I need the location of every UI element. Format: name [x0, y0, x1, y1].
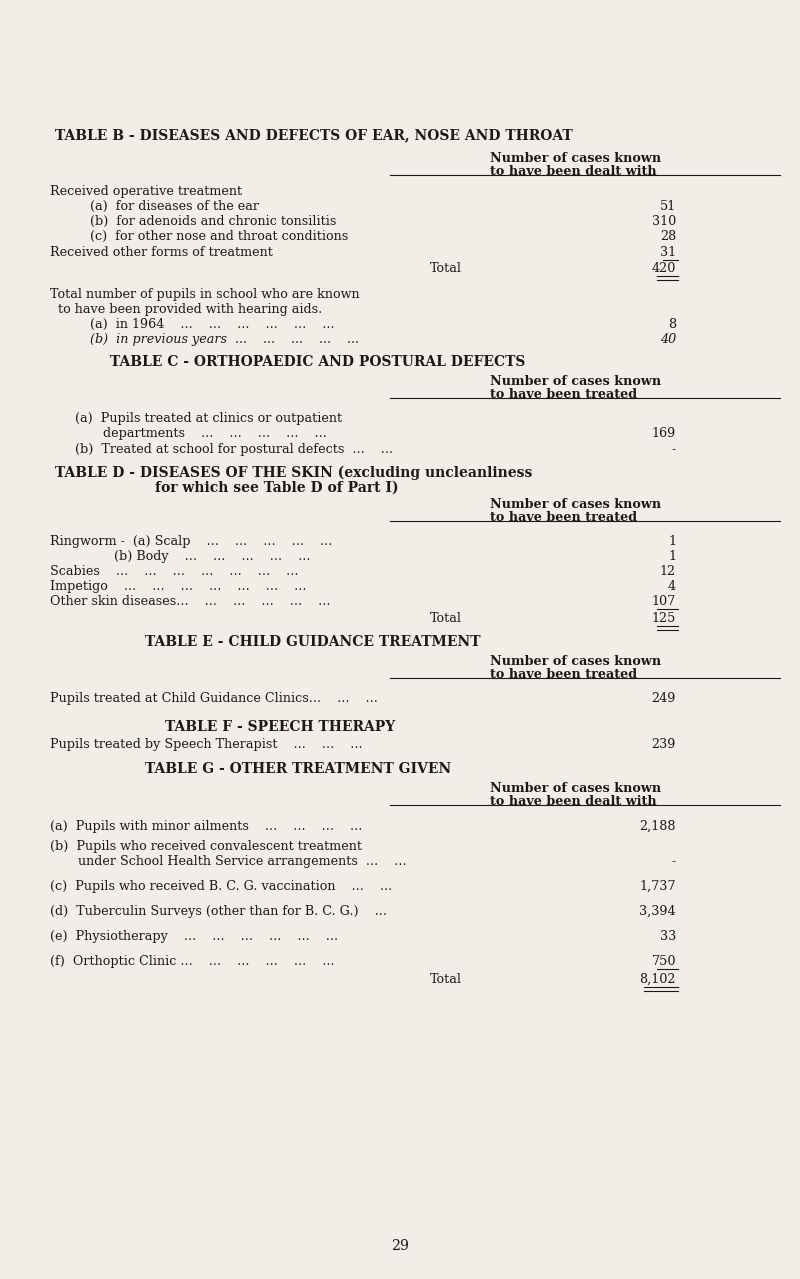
Text: TABLE B - DISEASES AND DEFECTS OF EAR, NOSE AND THROAT: TABLE B - DISEASES AND DEFECTS OF EAR, N… [55, 128, 573, 142]
Text: 239: 239 [652, 738, 676, 751]
Text: 40: 40 [660, 333, 676, 347]
Text: 310: 310 [652, 215, 676, 228]
Text: Received other forms of treatment: Received other forms of treatment [50, 246, 273, 260]
Text: 8,102: 8,102 [639, 973, 676, 986]
Text: Impetigo    ...    ...    ...    ...    ...    ...    ...: Impetigo ... ... ... ... ... ... ... [50, 579, 306, 593]
Text: 2,188: 2,188 [639, 820, 676, 833]
Text: TABLE G - OTHER TREATMENT GIVEN: TABLE G - OTHER TREATMENT GIVEN [145, 762, 451, 776]
Text: (a)  for diseases of the ear: (a) for diseases of the ear [90, 200, 259, 214]
Text: 3,394: 3,394 [639, 906, 676, 918]
Text: Total: Total [430, 611, 462, 625]
Text: 12: 12 [660, 565, 676, 578]
Text: Number of cases known: Number of cases known [490, 375, 661, 388]
Text: 107: 107 [652, 595, 676, 608]
Text: Ringworm -  (a) Scalp    ...    ...    ...    ...    ...: Ringworm - (a) Scalp ... ... ... ... ... [50, 535, 332, 547]
Text: 1: 1 [668, 535, 676, 547]
Text: (e)  Physiotherapy    ...    ...    ...    ...    ...    ...: (e) Physiotherapy ... ... ... ... ... ..… [50, 930, 338, 943]
Text: to have been treated: to have been treated [490, 668, 637, 680]
Text: Pupils treated at Child Guidance Clinics...    ...    ...: Pupils treated at Child Guidance Clinics… [50, 692, 378, 705]
Text: to have been dealt with: to have been dealt with [490, 165, 657, 178]
Text: 4: 4 [668, 579, 676, 593]
Text: (b) Body    ...    ...    ...    ...    ...: (b) Body ... ... ... ... ... [50, 550, 310, 563]
Text: 8: 8 [668, 318, 676, 331]
Text: Scabies    ...    ...    ...    ...    ...    ...    ...: Scabies ... ... ... ... ... ... ... [50, 565, 298, 578]
Text: to have been treated: to have been treated [490, 388, 637, 402]
Text: (a)  Pupils treated at clinics or outpatient: (a) Pupils treated at clinics or outpati… [75, 412, 342, 425]
Text: (a)  in 1964    ...    ...    ...    ...    ...    ...: (a) in 1964 ... ... ... ... ... ... [90, 318, 334, 331]
Text: 1: 1 [668, 550, 676, 563]
Text: (b)  Treated at school for postural defects  ...    ...: (b) Treated at school for postural defec… [75, 443, 393, 457]
Text: for which see Table D of Part I): for which see Table D of Part I) [155, 481, 398, 495]
Text: (b)  in previous years  ...    ...    ...    ...    ...: (b) in previous years ... ... ... ... ..… [90, 333, 359, 347]
Text: Number of cases known: Number of cases known [490, 498, 661, 512]
Text: (f)  Orthoptic Clinic ...    ...    ...    ...    ...    ...: (f) Orthoptic Clinic ... ... ... ... ...… [50, 955, 334, 968]
Text: 31: 31 [660, 246, 676, 260]
Text: TABLE E - CHILD GUIDANCE TREATMENT: TABLE E - CHILD GUIDANCE TREATMENT [145, 634, 481, 648]
Text: to have been dealt with: to have been dealt with [490, 796, 657, 808]
Text: 29: 29 [391, 1239, 409, 1253]
Text: (a)  Pupils with minor ailments    ...    ...    ...    ...: (a) Pupils with minor ailments ... ... .… [50, 820, 362, 833]
Text: Other skin diseases...    ...    ...    ...    ...    ...: Other skin diseases... ... ... ... ... .… [50, 595, 330, 608]
Text: TABLE F - SPEECH THERAPY: TABLE F - SPEECH THERAPY [165, 720, 395, 734]
Text: 420: 420 [652, 262, 676, 275]
Text: to have been provided with hearing aids.: to have been provided with hearing aids. [50, 303, 322, 316]
Text: (c)  for other nose and throat conditions: (c) for other nose and throat conditions [90, 230, 348, 243]
Text: Total: Total [430, 262, 462, 275]
Text: Number of cases known: Number of cases known [490, 781, 661, 796]
Text: under School Health Service arrangements  ...    ...: under School Health Service arrangements… [50, 854, 406, 868]
Text: (b)  for adenoids and chronic tonsilitis: (b) for adenoids and chronic tonsilitis [90, 215, 336, 228]
Text: 51: 51 [660, 200, 676, 214]
Text: (c)  Pupils who received B. C. G. vaccination    ...    ...: (c) Pupils who received B. C. G. vaccina… [50, 880, 392, 893]
Text: 750: 750 [651, 955, 676, 968]
Text: -: - [672, 854, 676, 868]
Text: Total: Total [430, 973, 462, 986]
Text: 28: 28 [660, 230, 676, 243]
Text: Total number of pupils in school who are known: Total number of pupils in school who are… [50, 288, 360, 301]
Text: 1,737: 1,737 [639, 880, 676, 893]
Text: (b)  Pupils who received convalescent treatment: (b) Pupils who received convalescent tre… [50, 840, 362, 853]
Text: departments    ...    ...    ...    ...    ...: departments ... ... ... ... ... [75, 427, 327, 440]
Text: TABLE C - ORTHOPAEDIC AND POSTURAL DEFECTS: TABLE C - ORTHOPAEDIC AND POSTURAL DEFEC… [110, 356, 526, 370]
Text: 249: 249 [652, 692, 676, 705]
Text: TABLE D - DISEASES OF THE SKIN (excluding uncleanliness: TABLE D - DISEASES OF THE SKIN (excludin… [55, 466, 532, 481]
Text: 33: 33 [660, 930, 676, 943]
Text: -: - [672, 443, 676, 457]
Text: Received operative treatment: Received operative treatment [50, 185, 242, 198]
Text: 169: 169 [652, 427, 676, 440]
Text: (d)  Tuberculin Surveys (other than for B. C. G.)    ...: (d) Tuberculin Surveys (other than for B… [50, 906, 387, 918]
Text: 125: 125 [652, 611, 676, 625]
Text: Number of cases known: Number of cases known [490, 152, 661, 165]
Text: Pupils treated by Speech Therapist    ...    ...    ...: Pupils treated by Speech Therapist ... .… [50, 738, 362, 751]
Text: to have been treated: to have been treated [490, 512, 637, 524]
Text: Number of cases known: Number of cases known [490, 655, 661, 668]
